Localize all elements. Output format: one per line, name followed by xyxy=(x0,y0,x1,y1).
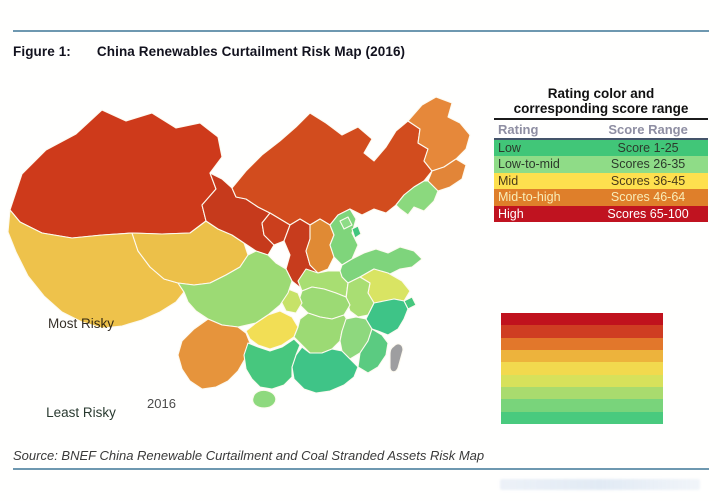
legend-rating-label: Low-to-mid xyxy=(498,157,560,172)
province-ningxia xyxy=(261,212,291,246)
risk-band-3 xyxy=(501,337,663,350)
legend-row-low: Low Score 1-25 xyxy=(494,140,708,157)
province-guangdong xyxy=(291,346,359,394)
province-yunnan xyxy=(177,318,251,390)
legend-rating-label: High xyxy=(498,206,524,221)
top-rule-line xyxy=(13,30,709,32)
bottom-rule-line xyxy=(13,468,709,470)
legend-table: Rating color and corresponding score ran… xyxy=(494,86,708,222)
province-tibet xyxy=(7,209,185,329)
province-beijing xyxy=(339,216,353,230)
risk-band-7 xyxy=(501,386,663,400)
legend-score-range: Score 1-25 xyxy=(617,141,679,155)
legend-header-rating: Rating xyxy=(498,122,539,137)
risk-band-1 xyxy=(501,313,663,326)
province-hainan xyxy=(252,389,277,409)
legend-score-range: Scores 26-35 xyxy=(610,157,686,172)
legend-score-range: Scores 36-45 xyxy=(610,173,686,188)
least-risky-label: Least Risky xyxy=(46,405,116,420)
province-xinjiang xyxy=(9,109,223,239)
province-shanxi xyxy=(305,218,335,274)
figure-title: China Renewables Curtailment Risk Map (2… xyxy=(96,44,406,59)
risk-band-6 xyxy=(501,374,663,387)
risk-band-9 xyxy=(501,411,663,424)
province-tianjin xyxy=(351,225,362,239)
figure-caption: Figure 1: China Renewables Curtailment R… xyxy=(13,44,405,59)
legend-row-low-to-mid: Low-to-mid Scores 26-35 xyxy=(494,156,708,173)
legend-rating-label: Mid-to-high xyxy=(498,190,561,205)
legend-row-mid-to-high: Mid-to-high Scores 46-64 xyxy=(494,189,708,206)
faint-watermark xyxy=(500,479,700,490)
legend-rating-label: Mid xyxy=(498,173,519,188)
risk-band-5 xyxy=(501,362,663,375)
legend-header-row: Rating Score Range xyxy=(494,120,708,140)
china-map xyxy=(7,96,471,409)
province-liaoning xyxy=(395,180,439,216)
legend-title-line2: corresponding score range xyxy=(513,101,689,116)
province-guangxi xyxy=(243,338,301,390)
province-zhejiang xyxy=(365,298,409,336)
legend-title: Rating color and corresponding score ran… xyxy=(494,86,708,120)
province-taiwan xyxy=(389,343,404,373)
legend-title-line1: Rating color and xyxy=(547,86,655,101)
china-choropleth-map xyxy=(6,84,480,422)
figure-number: Figure 1: xyxy=(13,44,71,59)
risk-band-8 xyxy=(501,399,663,412)
province-fujian xyxy=(357,328,389,374)
risk-band-2 xyxy=(501,325,663,338)
most-risky-label: Most Risky xyxy=(47,316,114,331)
province-hubei xyxy=(297,286,351,320)
province-sichuan xyxy=(177,250,293,328)
legend-rating-label: Low xyxy=(498,141,521,155)
risk-gradient-bar xyxy=(501,313,663,424)
province-heilongjiang xyxy=(407,96,471,172)
legend-header-score-range: Score Range xyxy=(608,122,688,137)
legend-score-range: Scores 46-64 xyxy=(610,190,686,205)
legend-row-mid: Mid Scores 36-45 xyxy=(494,172,708,190)
legend-row-high: High Scores 65-100 xyxy=(494,205,708,222)
legend-rows: Low Score 1-25 Low-to-mid Scores 26-35 Mid Sc… xyxy=(494,140,708,222)
map-year-label: 2016 xyxy=(147,396,176,411)
risk-band-4 xyxy=(501,349,663,363)
legend-score-range: Scores 65-100 xyxy=(607,206,689,221)
source-citation: Source: BNEF China Renewable Curtailment… xyxy=(13,448,485,463)
